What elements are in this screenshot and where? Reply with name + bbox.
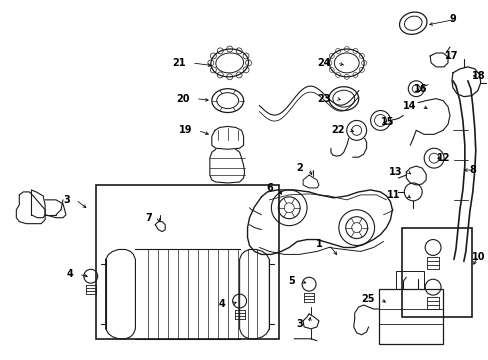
Text: 10: 10: [471, 252, 484, 262]
Text: 3: 3: [296, 319, 303, 329]
Text: 4: 4: [219, 299, 225, 309]
Text: 8: 8: [469, 165, 476, 175]
Text: 22: 22: [330, 125, 344, 135]
Text: 24: 24: [317, 58, 330, 68]
Text: 15: 15: [380, 117, 393, 127]
Text: 18: 18: [471, 71, 485, 81]
Text: 4: 4: [66, 269, 73, 279]
Text: 2: 2: [296, 163, 303, 173]
Bar: [378, 289, 442, 344]
Text: 5: 5: [288, 276, 295, 286]
Text: 6: 6: [266, 183, 273, 193]
Text: 14: 14: [402, 100, 415, 111]
Text: 9: 9: [449, 14, 456, 24]
Text: 1: 1: [316, 239, 322, 249]
Text: 7: 7: [145, 213, 152, 223]
Text: 23: 23: [317, 94, 330, 104]
Text: 25: 25: [360, 294, 374, 304]
Bar: [402, 228, 471, 317]
Bar: [96, 185, 279, 339]
Text: 17: 17: [444, 51, 458, 61]
Text: 12: 12: [436, 153, 449, 163]
Text: 21: 21: [172, 58, 185, 68]
Text: 13: 13: [388, 167, 402, 177]
Text: 16: 16: [413, 84, 427, 94]
Text: 20: 20: [176, 94, 190, 104]
Text: 11: 11: [386, 190, 400, 200]
Text: 19: 19: [178, 125, 192, 135]
Bar: [396, 271, 423, 289]
Text: 3: 3: [63, 195, 70, 205]
